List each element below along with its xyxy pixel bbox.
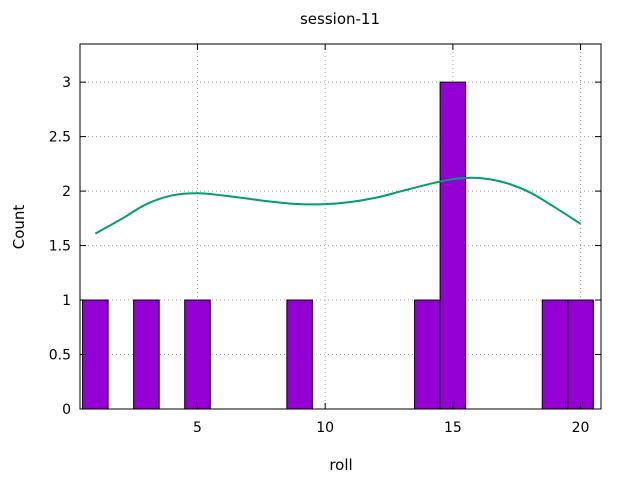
bar	[567, 299, 594, 410]
bar	[439, 81, 467, 410]
x-tick-label: 15	[444, 420, 462, 436]
x-tick-label: 5	[193, 420, 202, 436]
x-tick-label: 20	[572, 420, 590, 436]
y-tick-label: 2	[62, 184, 71, 200]
bars	[82, 81, 594, 410]
density-curve	[94, 176, 582, 235]
plot-frame	[79, 43, 602, 410]
bar	[414, 299, 441, 410]
y-axis-title: Count	[10, 205, 28, 250]
chart-title: session-11	[300, 10, 380, 28]
bar	[184, 299, 211, 410]
bar	[286, 299, 313, 410]
y-tick-label: 0	[62, 402, 71, 418]
y-tick-label: 1	[62, 293, 71, 309]
x-tick-label: 10	[316, 420, 334, 436]
y-tick-label: 2.5	[49, 130, 71, 146]
bar	[541, 299, 569, 410]
y-tick-label: 0.5	[49, 348, 71, 364]
y-tick-label: 1.5	[49, 239, 71, 255]
y-tick-label: 3	[62, 75, 71, 91]
bar	[133, 299, 160, 410]
series-line	[94, 176, 582, 235]
x-axis-title: roll	[329, 456, 352, 474]
axis-ticks: 0 0.5 1 1.5 2 2.5 3 5 10 15 20	[49, 44, 601, 436]
bar	[82, 299, 109, 410]
